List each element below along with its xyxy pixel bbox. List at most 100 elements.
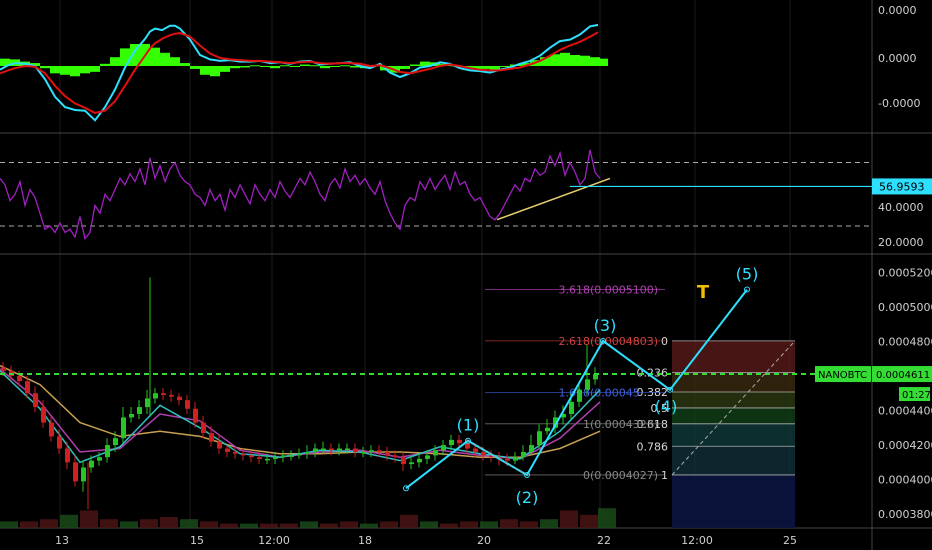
- volume-bar: [160, 517, 178, 528]
- symbol-badge: [815, 366, 871, 383]
- candle-body: [505, 458, 510, 461]
- volume-bar: [20, 521, 38, 528]
- macd-histogram-bar: [280, 65, 290, 67]
- candle-body: [297, 453, 302, 456]
- price-axis[interactable]: 0.0000 0.0000 -0.0000 40.0000 20.0000 56.9593…: [815, 4, 932, 521]
- volume-bar: [400, 514, 418, 528]
- macd-histogram-bar: [240, 66, 250, 68]
- candle-body: [401, 457, 406, 465]
- macd-histogram-bar: [60, 66, 70, 75]
- candle-body: [489, 455, 494, 458]
- price-axis-tick: 0.0005200: [878, 266, 932, 279]
- candle-body: [569, 401, 574, 414]
- macd-axis-tick: 0.0000: [878, 52, 917, 65]
- macd-histogram-bar: [310, 65, 320, 67]
- fib-zone: [672, 423, 795, 447]
- candle-body: [457, 439, 462, 444]
- macd-histogram-bar: [170, 57, 180, 66]
- candle-body: [273, 457, 278, 459]
- fib-retracement-label: 0: [661, 335, 668, 348]
- fib-zone: [672, 372, 795, 393]
- candle-body: [49, 422, 54, 437]
- macd-histogram-bar: [180, 63, 190, 66]
- fib-extension-price: (0.0004027): [590, 469, 658, 482]
- signal-line: [0, 31, 599, 114]
- volume-bar: [300, 521, 318, 528]
- macd-histogram-bar: [200, 66, 210, 75]
- macd-histogram-bar: [340, 65, 350, 67]
- volume-bar: [380, 521, 398, 528]
- candle-body: [473, 448, 478, 452]
- macd-histogram-bar: [40, 66, 50, 69]
- volume-bar: [240, 523, 258, 528]
- volume-bar: [460, 521, 478, 528]
- volume-bar: [598, 508, 616, 528]
- fib-zone: [672, 340, 795, 373]
- candle-body: [89, 460, 94, 468]
- candle-body: [41, 407, 46, 423]
- macd-histogram-bar: [0, 58, 10, 66]
- fib-extension-label: 1: [583, 418, 590, 431]
- wave-label: (3): [594, 316, 617, 335]
- fib-zone: [672, 392, 795, 408]
- candle-body: [25, 381, 30, 394]
- macd-histogram-bar: [320, 66, 330, 69]
- candle-body: [521, 451, 526, 458]
- candle-body: [289, 455, 294, 457]
- fib-zone: [672, 407, 795, 424]
- volume-bar: [0, 521, 18, 528]
- macd-histogram-bar: [190, 66, 200, 69]
- fib-retracement-label: 1: [661, 469, 668, 482]
- candle-body: [537, 431, 542, 446]
- volume-bar: [120, 521, 138, 528]
- current-price-badge: [872, 366, 932, 383]
- macd-histogram-bar: [570, 55, 580, 66]
- rsi-value-badge: [872, 178, 932, 195]
- candle-body: [305, 451, 310, 454]
- volume-bar: [60, 514, 78, 528]
- macd-histogram-bar: [550, 54, 560, 66]
- fib-retracement-label: 0.5: [651, 402, 669, 415]
- macd-histogram-bar: [480, 66, 490, 69]
- candle-body: [441, 445, 446, 451]
- volume-bar: [440, 523, 458, 528]
- volume-bar: [200, 521, 218, 528]
- candle-body: [201, 422, 206, 433]
- volume-bar: [320, 523, 338, 528]
- time-axis-tick: 25: [783, 534, 797, 547]
- elliott-wave-path: [405, 288, 748, 490]
- candle-body: [585, 379, 590, 390]
- time-axis-tick: 22: [597, 534, 611, 547]
- macd-panel[interactable]: [0, 23, 608, 122]
- candle-body: [257, 457, 262, 459]
- candle-body: [113, 438, 118, 446]
- candle-body: [241, 453, 246, 456]
- fib-extension-price: (0.0004323): [590, 418, 658, 431]
- macd-histogram-bar: [410, 64, 420, 66]
- volume-bar: [500, 519, 518, 528]
- time-axis[interactable]: 13 15 12:00 18 20 22 12:00 25: [55, 534, 797, 547]
- candle-body: [409, 462, 414, 465]
- macd-histogram-bar: [470, 66, 480, 69]
- macd-histogram-bar: [520, 63, 530, 66]
- fib-extension-price: (0.0005100): [590, 284, 658, 297]
- candle-body: [129, 413, 134, 418]
- macd-histogram-bar: [590, 57, 600, 66]
- wave-dashed-link: [467, 440, 528, 476]
- candle-body: [209, 432, 214, 442]
- candle-body: [353, 448, 358, 452]
- rsi-panel[interactable]: [0, 149, 872, 241]
- macd-histogram-bar: [120, 48, 130, 66]
- macd-histogram-bar: [290, 66, 300, 67]
- wave-point: [403, 485, 409, 492]
- fib-retracement-label: 0.786: [637, 440, 669, 453]
- time-axis-tick: 13: [55, 534, 69, 547]
- macd-histogram-bar: [598, 58, 608, 66]
- macd-histogram-bar: [70, 66, 80, 77]
- macd-histogram-bar: [210, 66, 220, 77]
- rsi-axis-tick: 40.0000: [878, 201, 924, 214]
- macd-histogram-bar: [220, 66, 230, 72]
- candle-body: [321, 448, 326, 451]
